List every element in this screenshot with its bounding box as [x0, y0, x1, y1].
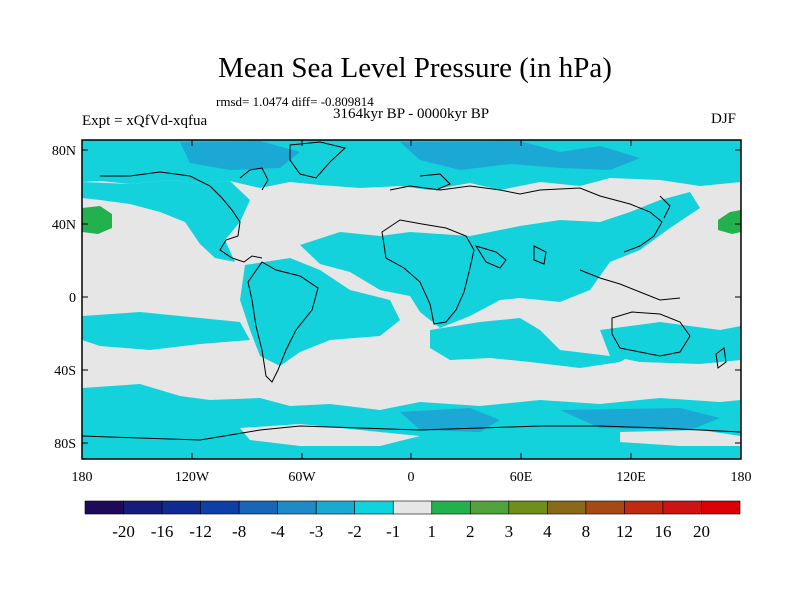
- antarctic-neutral-patch-2: [620, 430, 741, 446]
- colorbar-swatch: [315, 500, 356, 515]
- longitude-labels: 180 120W 60W 0 60E 120E 180: [72, 470, 752, 485]
- colorbar-level-label: 4: [543, 522, 552, 541]
- colorbar-swatch: [624, 500, 664, 515]
- experiment-label: Expt = xQfVd-xqfua: [82, 113, 208, 129]
- eurasia-strong-anomaly: [400, 141, 640, 170]
- coastlines: [82, 141, 741, 441]
- lon-label: 120E: [616, 470, 646, 485]
- lat-label: 80N: [52, 144, 76, 159]
- south-pacific-anomaly: [82, 312, 250, 350]
- colorbar-level-label: -3: [309, 522, 323, 541]
- lat-label: 80S: [54, 437, 76, 452]
- colorbar-swatch: [277, 500, 317, 515]
- colorbar-level-label: 12: [616, 522, 633, 541]
- lon-label: 120W: [175, 470, 210, 485]
- antarctic-strong-anomaly: [400, 408, 500, 432]
- colorbar-level-label: 3: [505, 522, 514, 541]
- colorbar-swatch: [701, 500, 741, 515]
- axis-ticks: [81, 140, 742, 459]
- colorbar-labels: -20 -16 -12 -8 -4 -3 -2 -1 1 2 3 4 8 12 16 20: [112, 522, 710, 541]
- colorbar-level-label: 8: [582, 522, 591, 541]
- lon-label: 180: [731, 470, 752, 485]
- map-field: [82, 140, 741, 459]
- colorbar-level-label: -20: [112, 522, 135, 541]
- southern-africa-anomaly: [430, 318, 640, 368]
- south-america-anomaly: [240, 258, 400, 366]
- stats-line: rmsd= 1.0474 diff= -0.809814: [216, 94, 374, 109]
- colorbar-level-label: -1: [386, 522, 400, 541]
- colorbar-swatch: [354, 500, 394, 515]
- colorbar-swatch: [662, 500, 702, 515]
- lat-label: 40N: [52, 218, 76, 233]
- season-label: DJF: [711, 111, 737, 127]
- colorbar-swatch: [585, 500, 625, 515]
- tropical-anomaly: [300, 192, 700, 328]
- colorbar-swatch: [469, 500, 510, 515]
- north-pacific-positive-east: [718, 210, 741, 234]
- north-pacific-positive-west: [82, 206, 112, 234]
- antarctic-neutral-patch: [240, 424, 420, 446]
- colorbar-level-label: 16: [654, 522, 671, 541]
- colorbar-swatch: [84, 500, 124, 515]
- map-title: Mean Sea Level Pressure (in hPa): [218, 52, 612, 84]
- colorbar-level-label: 1: [428, 522, 437, 541]
- colorbar-swatch: [392, 500, 433, 515]
- colorbar-swatch: [547, 500, 587, 515]
- lat-label: 40S: [54, 364, 76, 379]
- colorbar-level-label: -8: [232, 522, 246, 541]
- colorbar-swatch: [508, 500, 548, 515]
- north-america-anomaly: [82, 180, 250, 262]
- arctic-strong-anomaly: [180, 141, 300, 170]
- colorbar-level-label: -2: [348, 522, 362, 541]
- colorbar-level-label: -12: [189, 522, 212, 541]
- colorbar-swatch: [431, 500, 471, 515]
- period-label: 3164kyr BP - 0000kyr BP: [332, 106, 490, 122]
- colorbar-level-label: -16: [151, 522, 174, 541]
- latitude-labels: 80N 40N 0 40S 80S: [52, 144, 76, 452]
- lat-label: 0: [69, 291, 76, 306]
- colorbar-level-label: 2: [466, 522, 475, 541]
- lon-label: 60W: [288, 470, 316, 485]
- colorbar-level-label: 20: [693, 522, 710, 541]
- colorbar-swatch: [123, 500, 163, 515]
- antarctic-strong-anomaly-2: [560, 408, 720, 430]
- lon-label: 0: [408, 470, 415, 485]
- lon-label: 60E: [510, 470, 533, 485]
- colorbar-level-label: -4: [271, 522, 286, 541]
- colorbar-swatch: [200, 500, 240, 515]
- lon-label: 180: [72, 470, 93, 485]
- colorbar-swatch: [161, 500, 201, 515]
- colorbar-swatch: [238, 500, 278, 515]
- colorbar: [84, 500, 741, 515]
- australia-anomaly: [600, 322, 741, 364]
